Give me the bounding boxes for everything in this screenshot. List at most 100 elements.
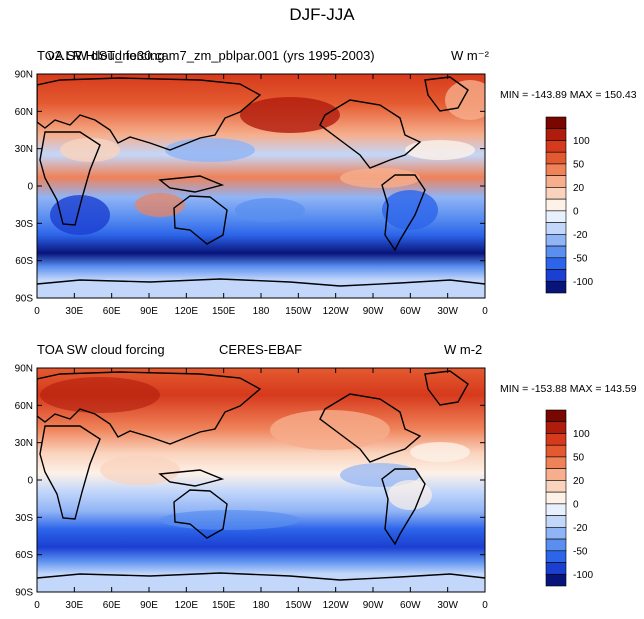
colorbar-tick-label: 100 (573, 136, 590, 147)
colorbar-swatch (545, 538, 567, 552)
x-tick-label: 30W (437, 600, 458, 611)
colorbar-tick-label: -100 (573, 570, 593, 581)
x-tick-label: 90E (140, 600, 158, 611)
panel2-units: W m-2 (444, 342, 483, 357)
y-tick-label: 30N (15, 438, 33, 449)
y-tick-label: 60S (15, 550, 33, 561)
y-tick-label: 90N (15, 364, 33, 375)
colorbar-swatch (545, 433, 567, 446)
colorbar-swatch (545, 245, 567, 259)
x-tick-label: 60E (103, 600, 121, 611)
colorbar-swatch (545, 269, 567, 282)
panel1-coastlines (37, 76, 485, 287)
y-tick-label: 60S (15, 256, 33, 267)
panel1-units: W m⁻² (451, 48, 489, 63)
colorbar-tick-label: 50 (573, 159, 585, 170)
x-tick-label: 60E (103, 306, 121, 317)
panel2-coastlines (37, 370, 485, 581)
colorbar-tick-label: 20 (573, 476, 585, 487)
colorbar-swatch (545, 222, 567, 235)
x-tick-label: 0 (34, 600, 40, 611)
figure-title: DJF-JJA (289, 5, 355, 24)
colorbar-tick-label: -20 (573, 230, 588, 241)
colorbar-tick-label: 100 (573, 429, 590, 440)
y-tick-label: 30S (15, 513, 33, 524)
y-tick-label: 30N (15, 144, 33, 155)
x-tick-label: 120E (175, 306, 199, 317)
x-tick-label: 180 (253, 306, 270, 317)
y-tick-label: 30S (15, 219, 33, 230)
x-tick-label: 150E (212, 306, 236, 317)
colorbar-swatch (545, 140, 567, 153)
x-tick-label: 120E (175, 600, 199, 611)
y-tick-label: 0 (27, 182, 33, 193)
x-tick-label: 0 (482, 600, 488, 611)
panel2-colorbar: 100 50 20 0 -20 -50 -100 (545, 409, 593, 587)
x-tick-label: 150W (285, 600, 312, 611)
colorbar-swatch (545, 187, 567, 200)
colorbar-swatch (545, 128, 567, 141)
colorbar-tick-label: -100 (573, 277, 593, 288)
x-tick-label: 180 (253, 600, 270, 611)
colorbar-swatch (545, 210, 567, 223)
x-tick-label: 0 (34, 306, 40, 317)
colorbar-tick-label: -50 (573, 253, 588, 264)
x-tick-label: 150W (285, 306, 312, 317)
panel1-map (37, 74, 485, 298)
panel1-min-max: MIN = -143.89 MAX = 150.43 (500, 89, 637, 101)
panel1-colorbar: 100 50 20 0 -20 -50 -100 (545, 116, 593, 294)
y-tick-label: 90S (15, 294, 33, 305)
panel1-axes: 0 30E 60E 90E 120E 150E 180 150W 120W 90W 60W 30W 09… (15, 70, 489, 318)
colorbar-tick-label: 0 (573, 499, 579, 510)
colorbar-swatch (545, 503, 567, 516)
x-tick-label: 30E (65, 306, 83, 317)
colorbar-swatch (545, 562, 567, 575)
panel1-left-title: TOA SW cloud forcing (37, 48, 165, 63)
colorbar-swatch (545, 444, 567, 458)
x-tick-label: 120W (323, 600, 350, 611)
panel2-left-title: TOA SW cloud forcing (37, 342, 165, 357)
colorbar-tick-label: 50 (573, 452, 585, 463)
y-tick-label: 0 (27, 476, 33, 487)
x-tick-label: 30E (65, 600, 83, 611)
colorbar-swatch (545, 198, 567, 212)
x-tick-label: 150E (212, 600, 236, 611)
panel2-map (37, 368, 485, 592)
colorbar-swatch (545, 550, 567, 563)
y-tick-label: 60N (15, 107, 33, 118)
colorbar-tick-label: -20 (573, 523, 588, 534)
colorbar-swatch (545, 280, 567, 294)
colorbar-swatch (545, 163, 567, 176)
x-tick-label: 90W (363, 600, 384, 611)
x-tick-label: 60W (400, 600, 421, 611)
colorbar-swatch (545, 527, 567, 540)
colorbar-tick-label: 20 (573, 183, 585, 194)
x-tick-label: 90W (363, 306, 384, 317)
x-tick-label: 0 (482, 306, 488, 317)
panel1-center-title: v2.LR.HIST_ne30.cam7_zm_pblpar.001 (yrs … (48, 48, 375, 63)
colorbar-swatch (545, 175, 567, 188)
colorbar-swatch (545, 468, 567, 481)
panel2-center-title: CERES-EBAF (219, 342, 303, 357)
colorbar-swatch (545, 573, 567, 587)
panel2-min-max: MIN = -153.88 MAX = 143.59 (500, 383, 637, 395)
y-tick-label: 90N (15, 70, 33, 81)
colorbar-swatch (545, 491, 567, 505)
colorbar-swatch (545, 480, 567, 493)
colorbar-swatch (545, 409, 567, 423)
colorbar-swatch (545, 151, 567, 165)
y-tick-label: 60N (15, 401, 33, 412)
x-tick-label: 30W (437, 306, 458, 317)
colorbar-swatch (545, 421, 567, 434)
panel2-axes: 0 30E 60E 90E 120E 150E 180 150W 120W 90W 60W 30W 09… (15, 364, 489, 612)
colorbar-tick-label: -50 (573, 546, 588, 557)
colorbar-tick-label: 0 (573, 206, 579, 217)
colorbar-swatch (545, 116, 567, 130)
y-tick-label: 90S (15, 588, 33, 599)
colorbar-swatch (545, 515, 567, 528)
x-tick-label: 120W (323, 306, 350, 317)
colorbar-swatch (545, 234, 567, 247)
colorbar-swatch (545, 456, 567, 469)
colorbar-swatch (545, 257, 567, 270)
